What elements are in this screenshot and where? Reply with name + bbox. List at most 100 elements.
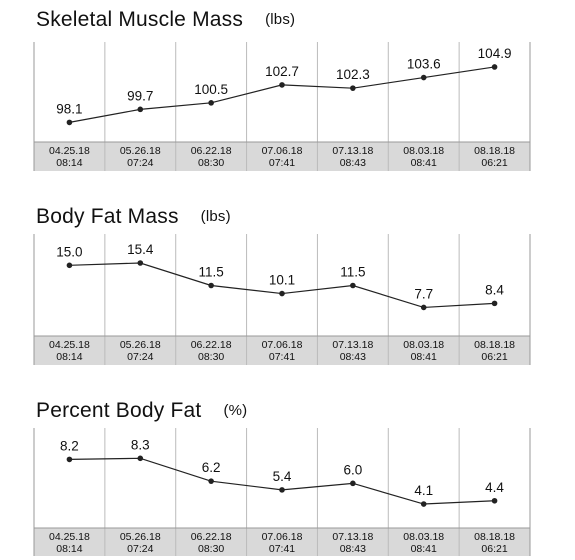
x-tick-date: 08.18.18 — [474, 531, 515, 543]
x-tick-time: 08:30 — [198, 157, 224, 169]
x-tick-time: 06:21 — [481, 157, 507, 169]
data-point — [420, 501, 427, 507]
data-point — [350, 85, 356, 91]
chart-unit: (lbs) — [200, 208, 231, 225]
x-tick-date: 07.13.18 — [332, 145, 373, 157]
data-point — [66, 119, 73, 126]
x-tick-time: 07:41 — [269, 543, 295, 555]
x-tick-date: 05.26.18 — [120, 145, 161, 157]
x-axis-band — [34, 528, 530, 556]
x-tick-time: 07:24 — [127, 157, 153, 169]
x-tick-time: 08:43 — [340, 543, 366, 555]
data-point — [66, 262, 73, 269]
data-label: 8.2 — [60, 438, 79, 453]
chart-title: Skeletal Muscle Mass (lbs) — [36, 8, 295, 32]
data-point — [491, 300, 498, 307]
data-label: 11.5 — [199, 265, 224, 280]
x-tick-date: 05.26.18 — [120, 531, 161, 543]
data-point — [350, 282, 356, 289]
x-tick-time: 08:14 — [56, 157, 82, 169]
data-point — [491, 64, 498, 70]
chart-title-text: Skeletal Muscle Mass — [36, 8, 244, 31]
data-label: 98.1 — [56, 101, 82, 116]
x-tick-date: 07.06.18 — [262, 145, 303, 157]
x-tick-date: 04.25.18 — [49, 145, 90, 157]
chart-title: Body Fat Mass (lbs) — [36, 205, 231, 229]
x-tick-time: 06:21 — [481, 351, 507, 363]
x-tick-date: 06.22.18 — [191, 339, 232, 351]
data-point — [66, 456, 73, 463]
chart-title-text: Percent Body Fat — [36, 399, 202, 422]
data-label: 4.4 — [485, 480, 504, 495]
data-label: 8.4 — [485, 282, 504, 297]
data-label: 100.5 — [194, 82, 228, 97]
data-point — [350, 480, 356, 487]
x-tick-date: 06.22.18 — [191, 531, 232, 543]
data-point — [137, 260, 144, 266]
data-label: 4.1 — [414, 483, 433, 498]
x-tick-time: 07:24 — [127, 543, 153, 555]
data-label: 6.2 — [202, 460, 221, 475]
x-tick-time: 08:14 — [56, 351, 82, 363]
x-tick-date: 08.03.18 — [403, 145, 444, 157]
data-label: 103.6 — [407, 57, 441, 72]
x-tick-time: 08:41 — [411, 351, 437, 363]
x-tick-date: 04.25.18 — [49, 339, 90, 351]
chart-unit: (lbs) — [265, 11, 296, 28]
chart-unit: (%) — [223, 402, 248, 419]
data-label: 10.1 — [269, 273, 295, 288]
data-label: 15.4 — [127, 242, 154, 257]
data-label: 6.0 — [343, 462, 362, 477]
chart-skeletal-muscle-mass: Skeletal Muscle Mass (lbs) 98.1 04.25.18 08… — [0, 0, 575, 175]
x-tick-time: 08:43 — [340, 157, 366, 169]
data-point — [208, 478, 214, 484]
x-tick-time: 06:21 — [481, 543, 507, 555]
x-tick-date: 08.03.18 — [403, 339, 444, 351]
data-point — [420, 304, 427, 311]
data-point — [420, 74, 427, 81]
x-tick-date: 08.18.18 — [474, 339, 515, 351]
data-label: 102.7 — [265, 64, 299, 79]
data-label: 8.3 — [131, 437, 150, 452]
data-label: 11.5 — [340, 265, 365, 280]
chart-title: Percent Body Fat (%) — [36, 399, 247, 423]
data-label: 15.0 — [56, 244, 82, 259]
x-tick-date: 08.03.18 — [403, 531, 444, 543]
chart-title-text: Body Fat Mass — [36, 205, 179, 228]
x-tick-time: 08:41 — [411, 543, 437, 555]
x-axis-band — [34, 336, 530, 365]
data-point — [208, 100, 214, 106]
x-tick-time: 07:24 — [127, 351, 153, 363]
x-tick-date: 04.25.18 — [49, 531, 90, 543]
x-tick-time: 08:14 — [56, 543, 82, 555]
x-tick-time: 08:41 — [411, 157, 437, 169]
chart-body-fat-mass: Body Fat Mass (lbs) 15.0 04.25.18 08:14 15.4… — [0, 194, 575, 369]
x-tick-date: 08.18.18 — [474, 145, 515, 157]
data-point — [279, 82, 285, 88]
x-tick-date: 07.06.18 — [262, 339, 303, 351]
data-point — [491, 497, 498, 504]
chart-percent-body-fat: Percent Body Fat (%) 8.2 04.25.18 08:14 8.3 0… — [0, 388, 575, 560]
x-tick-time: 07:41 — [269, 157, 295, 169]
data-point — [279, 487, 285, 493]
x-tick-time: 08:43 — [340, 351, 366, 363]
data-label: 102.3 — [336, 67, 370, 82]
data-point — [208, 282, 214, 289]
x-tick-time: 08:30 — [198, 543, 224, 555]
x-tick-date: 07.13.18 — [332, 339, 373, 351]
data-label: 7.7 — [414, 286, 433, 301]
data-label: 104.9 — [478, 46, 512, 61]
x-tick-date: 07.06.18 — [262, 531, 303, 543]
data-point — [137, 106, 144, 113]
x-tick-time: 08:30 — [198, 351, 224, 363]
data-point — [279, 290, 285, 297]
x-tick-date: 06.22.18 — [191, 145, 232, 157]
x-tick-date: 05.26.18 — [120, 339, 161, 351]
data-point — [137, 455, 144, 462]
x-tick-date: 07.13.18 — [332, 531, 373, 543]
data-label: 99.7 — [127, 88, 153, 103]
x-tick-time: 07:41 — [269, 351, 295, 363]
